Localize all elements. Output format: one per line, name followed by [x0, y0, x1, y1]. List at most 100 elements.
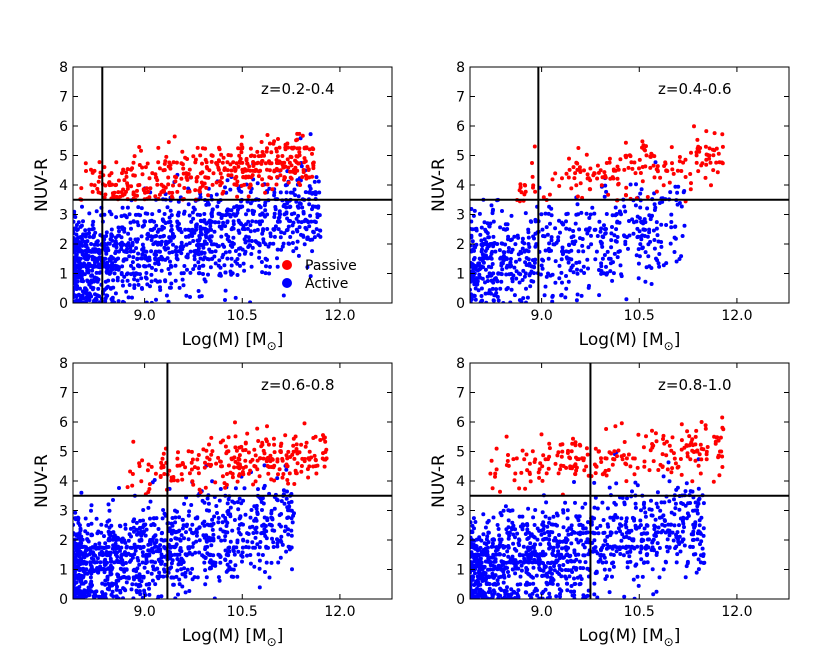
passive-point [265, 146, 269, 151]
active-point [135, 257, 140, 262]
active-point [168, 259, 172, 264]
active-point [170, 516, 175, 520]
active-point [506, 237, 510, 242]
active-point [163, 247, 168, 252]
active-point [619, 538, 624, 543]
passive-point [569, 186, 574, 191]
active-point [604, 227, 608, 231]
active-point [191, 531, 196, 536]
passive-point [255, 149, 260, 154]
passive-point [677, 155, 682, 159]
passive-point [310, 146, 315, 151]
passive-point [689, 150, 693, 155]
active-point [494, 287, 499, 292]
active-point [147, 552, 152, 557]
active-point [608, 269, 613, 274]
active-point [634, 219, 639, 224]
active-point [131, 255, 136, 260]
active-point [200, 553, 205, 558]
passive-point [183, 465, 188, 470]
passive-point [257, 474, 262, 479]
active-point [150, 559, 155, 564]
passive-point [658, 175, 663, 180]
active-point [694, 570, 699, 575]
active-point [115, 535, 119, 540]
active-point [590, 205, 595, 210]
active-point [584, 227, 589, 232]
passive-point [221, 155, 226, 160]
active-point [240, 545, 245, 550]
active-point [256, 552, 261, 557]
active-point [190, 544, 195, 549]
active-point [186, 513, 191, 518]
active-point [278, 235, 283, 240]
active-point [262, 463, 267, 468]
active-point [253, 545, 257, 550]
active-point [278, 538, 283, 543]
active-point [90, 287, 95, 292]
active-point [585, 257, 590, 262]
active-point [115, 572, 120, 577]
active-point [533, 508, 538, 512]
active-point [587, 216, 592, 220]
active-point [76, 249, 81, 254]
passive-point [198, 171, 203, 176]
active-point [257, 255, 262, 260]
active-point [635, 235, 640, 240]
active-point [485, 549, 490, 554]
passive-point [522, 192, 527, 197]
passive-point [665, 169, 670, 173]
active-point [529, 279, 534, 283]
active-point [598, 239, 603, 244]
active-point [212, 514, 217, 519]
active-point [510, 247, 515, 252]
active-point [80, 243, 85, 248]
active-point [76, 292, 81, 297]
active-point [633, 203, 638, 208]
passive-point [210, 182, 215, 187]
active-point [547, 533, 552, 538]
active-point [257, 566, 262, 571]
passive-point [255, 426, 260, 431]
active-point [246, 208, 251, 213]
active-point [205, 522, 210, 527]
active-point [545, 524, 550, 529]
active-point [485, 274, 490, 279]
active-point [148, 516, 152, 521]
passive-point [203, 157, 208, 162]
active-point [217, 498, 222, 503]
active-point [103, 299, 108, 303]
active-point [574, 298, 579, 303]
active-point [638, 550, 643, 555]
active-point [574, 212, 579, 217]
active-point [661, 263, 666, 268]
active-point [645, 560, 650, 565]
active-point [83, 234, 88, 239]
active-point [88, 582, 93, 587]
active-point [275, 544, 280, 549]
active-point [194, 530, 199, 535]
active-point [477, 211, 482, 216]
passive-point [277, 145, 282, 150]
active-point [540, 522, 545, 527]
passive-point [236, 146, 241, 151]
active-point [696, 486, 701, 491]
active-point [223, 185, 227, 190]
active-point [146, 505, 151, 510]
active-point [173, 520, 178, 525]
passive-point [153, 471, 158, 476]
active-point [86, 523, 91, 527]
active-point [523, 532, 528, 536]
active-point [188, 295, 192, 299]
active-point [91, 264, 96, 269]
active-point [240, 247, 245, 252]
passive-point [236, 164, 241, 169]
active-point [159, 257, 164, 261]
active-point [87, 211, 92, 216]
active-point [171, 582, 176, 587]
active-point [89, 569, 94, 574]
active-point [279, 247, 284, 252]
passive-point [231, 160, 236, 165]
y-tick-label: 0 [59, 592, 68, 608]
active-point [546, 256, 551, 261]
